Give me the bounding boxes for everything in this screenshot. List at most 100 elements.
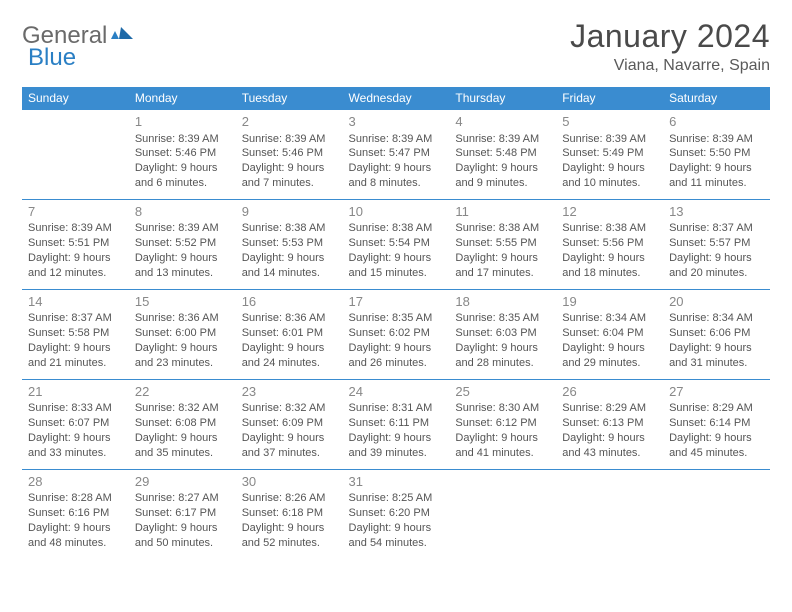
daylight-text: Daylight: 9 hours and 29 minutes. xyxy=(562,341,657,371)
day-cell: 10Sunrise: 8:38 AMSunset: 5:54 PMDayligh… xyxy=(343,199,450,289)
day-cell: 17Sunrise: 8:35 AMSunset: 6:02 PMDayligh… xyxy=(343,289,450,379)
sunset-text: Sunset: 5:46 PM xyxy=(135,146,230,161)
sunset-text: Sunset: 6:20 PM xyxy=(349,506,444,521)
day-number: 25 xyxy=(455,383,550,401)
sunrise-text: Sunrise: 8:33 AM xyxy=(28,401,123,416)
sunset-text: Sunset: 6:02 PM xyxy=(349,326,444,341)
day-number: 18 xyxy=(455,293,550,311)
sunset-text: Sunset: 5:48 PM xyxy=(455,146,550,161)
sunrise-text: Sunrise: 8:38 AM xyxy=(562,221,657,236)
daylight-text: Daylight: 9 hours and 18 minutes. xyxy=(562,251,657,281)
day-number: 3 xyxy=(349,113,444,131)
sunset-text: Sunset: 6:16 PM xyxy=(28,506,123,521)
day-cell: 30Sunrise: 8:26 AMSunset: 6:18 PMDayligh… xyxy=(236,469,343,558)
sunrise-text: Sunrise: 8:31 AM xyxy=(349,401,444,416)
day-cell: 7Sunrise: 8:39 AMSunset: 5:51 PMDaylight… xyxy=(22,199,129,289)
header: General January 2024 Viana, Navarre, Spa… xyxy=(22,18,770,75)
sunset-text: Sunset: 5:58 PM xyxy=(28,326,123,341)
daylight-text: Daylight: 9 hours and 11 minutes. xyxy=(669,161,764,191)
sunset-text: Sunset: 5:50 PM xyxy=(669,146,764,161)
day-number: 28 xyxy=(28,473,123,491)
day-cell: 25Sunrise: 8:30 AMSunset: 6:12 PMDayligh… xyxy=(449,379,556,469)
sunrise-text: Sunrise: 8:38 AM xyxy=(455,221,550,236)
day-cell: 6Sunrise: 8:39 AMSunset: 5:50 PMDaylight… xyxy=(663,110,770,200)
day-cell xyxy=(449,469,556,558)
sunrise-text: Sunrise: 8:34 AM xyxy=(562,311,657,326)
day-number: 13 xyxy=(669,203,764,221)
week-row: 1Sunrise: 8:39 AMSunset: 5:46 PMDaylight… xyxy=(22,110,770,200)
sunrise-text: Sunrise: 8:39 AM xyxy=(135,132,230,147)
day-number: 27 xyxy=(669,383,764,401)
day-header: Sunday xyxy=(22,87,129,110)
day-number: 31 xyxy=(349,473,444,491)
day-number: 14 xyxy=(28,293,123,311)
sunset-text: Sunset: 5:49 PM xyxy=(562,146,657,161)
month-title: January 2024 xyxy=(570,18,770,55)
daylight-text: Daylight: 9 hours and 24 minutes. xyxy=(242,341,337,371)
daylight-text: Daylight: 9 hours and 48 minutes. xyxy=(28,521,123,551)
sunrise-text: Sunrise: 8:32 AM xyxy=(242,401,337,416)
day-cell: 26Sunrise: 8:29 AMSunset: 6:13 PMDayligh… xyxy=(556,379,663,469)
day-number: 2 xyxy=(242,113,337,131)
daylight-text: Daylight: 9 hours and 8 minutes. xyxy=(349,161,444,191)
day-number: 15 xyxy=(135,293,230,311)
day-cell: 8Sunrise: 8:39 AMSunset: 5:52 PMDaylight… xyxy=(129,199,236,289)
sunrise-text: Sunrise: 8:25 AM xyxy=(349,491,444,506)
sunrise-text: Sunrise: 8:29 AM xyxy=(562,401,657,416)
daylight-text: Daylight: 9 hours and 45 minutes. xyxy=(669,431,764,461)
daylight-text: Daylight: 9 hours and 21 minutes. xyxy=(28,341,123,371)
day-header: Wednesday xyxy=(343,87,450,110)
sunset-text: Sunset: 5:51 PM xyxy=(28,236,123,251)
day-cell xyxy=(663,469,770,558)
day-number: 17 xyxy=(349,293,444,311)
daylight-text: Daylight: 9 hours and 17 minutes. xyxy=(455,251,550,281)
sunset-text: Sunset: 6:09 PM xyxy=(242,416,337,431)
sunset-text: Sunset: 5:46 PM xyxy=(242,146,337,161)
sunrise-text: Sunrise: 8:39 AM xyxy=(242,132,337,147)
sunrise-text: Sunrise: 8:29 AM xyxy=(669,401,764,416)
sunrise-text: Sunrise: 8:32 AM xyxy=(135,401,230,416)
sunrise-text: Sunrise: 8:26 AM xyxy=(242,491,337,506)
sunset-text: Sunset: 6:12 PM xyxy=(455,416,550,431)
day-number: 24 xyxy=(349,383,444,401)
flag-icon xyxy=(111,25,133,48)
sunrise-text: Sunrise: 8:39 AM xyxy=(28,221,123,236)
day-number: 4 xyxy=(455,113,550,131)
day-cell: 28Sunrise: 8:28 AMSunset: 6:16 PMDayligh… xyxy=(22,469,129,558)
daylight-text: Daylight: 9 hours and 26 minutes. xyxy=(349,341,444,371)
sunset-text: Sunset: 6:17 PM xyxy=(135,506,230,521)
day-cell xyxy=(556,469,663,558)
daylight-text: Daylight: 9 hours and 31 minutes. xyxy=(669,341,764,371)
sunset-text: Sunset: 6:13 PM xyxy=(562,416,657,431)
day-cell: 11Sunrise: 8:38 AMSunset: 5:55 PMDayligh… xyxy=(449,199,556,289)
sunrise-text: Sunrise: 8:39 AM xyxy=(455,132,550,147)
sunset-text: Sunset: 6:11 PM xyxy=(349,416,444,431)
sunset-text: Sunset: 5:53 PM xyxy=(242,236,337,251)
day-number: 5 xyxy=(562,113,657,131)
day-number: 23 xyxy=(242,383,337,401)
sunset-text: Sunset: 5:52 PM xyxy=(135,236,230,251)
day-cell: 21Sunrise: 8:33 AMSunset: 6:07 PMDayligh… xyxy=(22,379,129,469)
day-number: 21 xyxy=(28,383,123,401)
daylight-text: Daylight: 9 hours and 39 minutes. xyxy=(349,431,444,461)
day-cell: 4Sunrise: 8:39 AMSunset: 5:48 PMDaylight… xyxy=(449,110,556,200)
logo-text-blue: Blue xyxy=(28,44,76,71)
sunset-text: Sunset: 6:07 PM xyxy=(28,416,123,431)
day-cell: 18Sunrise: 8:35 AMSunset: 6:03 PMDayligh… xyxy=(449,289,556,379)
week-row: 14Sunrise: 8:37 AMSunset: 5:58 PMDayligh… xyxy=(22,289,770,379)
day-number: 19 xyxy=(562,293,657,311)
sunrise-text: Sunrise: 8:35 AM xyxy=(455,311,550,326)
daylight-text: Daylight: 9 hours and 7 minutes. xyxy=(242,161,337,191)
daylight-text: Daylight: 9 hours and 50 minutes. xyxy=(135,521,230,551)
day-number: 6 xyxy=(669,113,764,131)
day-number: 8 xyxy=(135,203,230,221)
sunrise-text: Sunrise: 8:35 AM xyxy=(349,311,444,326)
day-cell: 19Sunrise: 8:34 AMSunset: 6:04 PMDayligh… xyxy=(556,289,663,379)
sunset-text: Sunset: 6:06 PM xyxy=(669,326,764,341)
day-number: 12 xyxy=(562,203,657,221)
day-cell: 3Sunrise: 8:39 AMSunset: 5:47 PMDaylight… xyxy=(343,110,450,200)
daylight-text: Daylight: 9 hours and 10 minutes. xyxy=(562,161,657,191)
daylight-text: Daylight: 9 hours and 28 minutes. xyxy=(455,341,550,371)
sunset-text: Sunset: 5:47 PM xyxy=(349,146,444,161)
sunset-text: Sunset: 5:54 PM xyxy=(349,236,444,251)
